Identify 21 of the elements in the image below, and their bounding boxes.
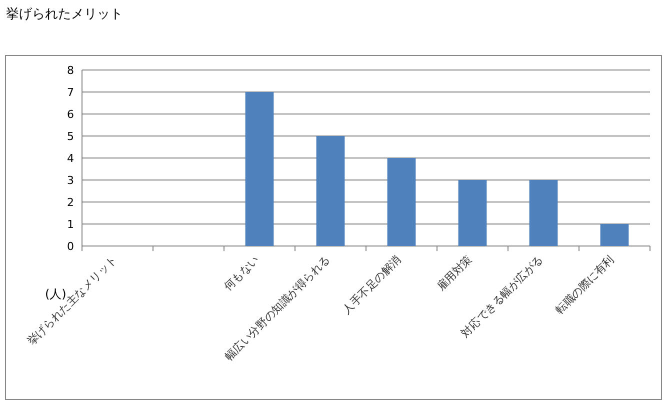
y-tick-label: 7 (67, 86, 74, 99)
bar (387, 158, 416, 246)
chart-title: 挙げられたメリット (6, 7, 123, 22)
y-axis-title: (人) (45, 287, 66, 301)
x-tick-label: 転職の際に有利 (552, 252, 617, 317)
y-tick-label: 6 (67, 108, 74, 121)
y-tick-label: 2 (67, 196, 74, 209)
bar (529, 180, 558, 246)
x-tick-label: 人手不足の解消 (340, 252, 404, 317)
y-tick-label: 0 (67, 240, 74, 253)
y-tick-label: 5 (67, 130, 74, 143)
y-tick-label: 8 (67, 64, 74, 77)
y-tick-label: 1 (67, 218, 74, 231)
bar (600, 224, 629, 246)
bar (245, 92, 274, 246)
y-tick-label: 3 (67, 174, 74, 187)
x-tick-label: 何もない (221, 252, 262, 294)
x-tick-label: 雇用対策 (434, 252, 475, 294)
bar (316, 136, 345, 246)
bar (458, 180, 487, 246)
y-tick-label: 4 (67, 152, 74, 165)
